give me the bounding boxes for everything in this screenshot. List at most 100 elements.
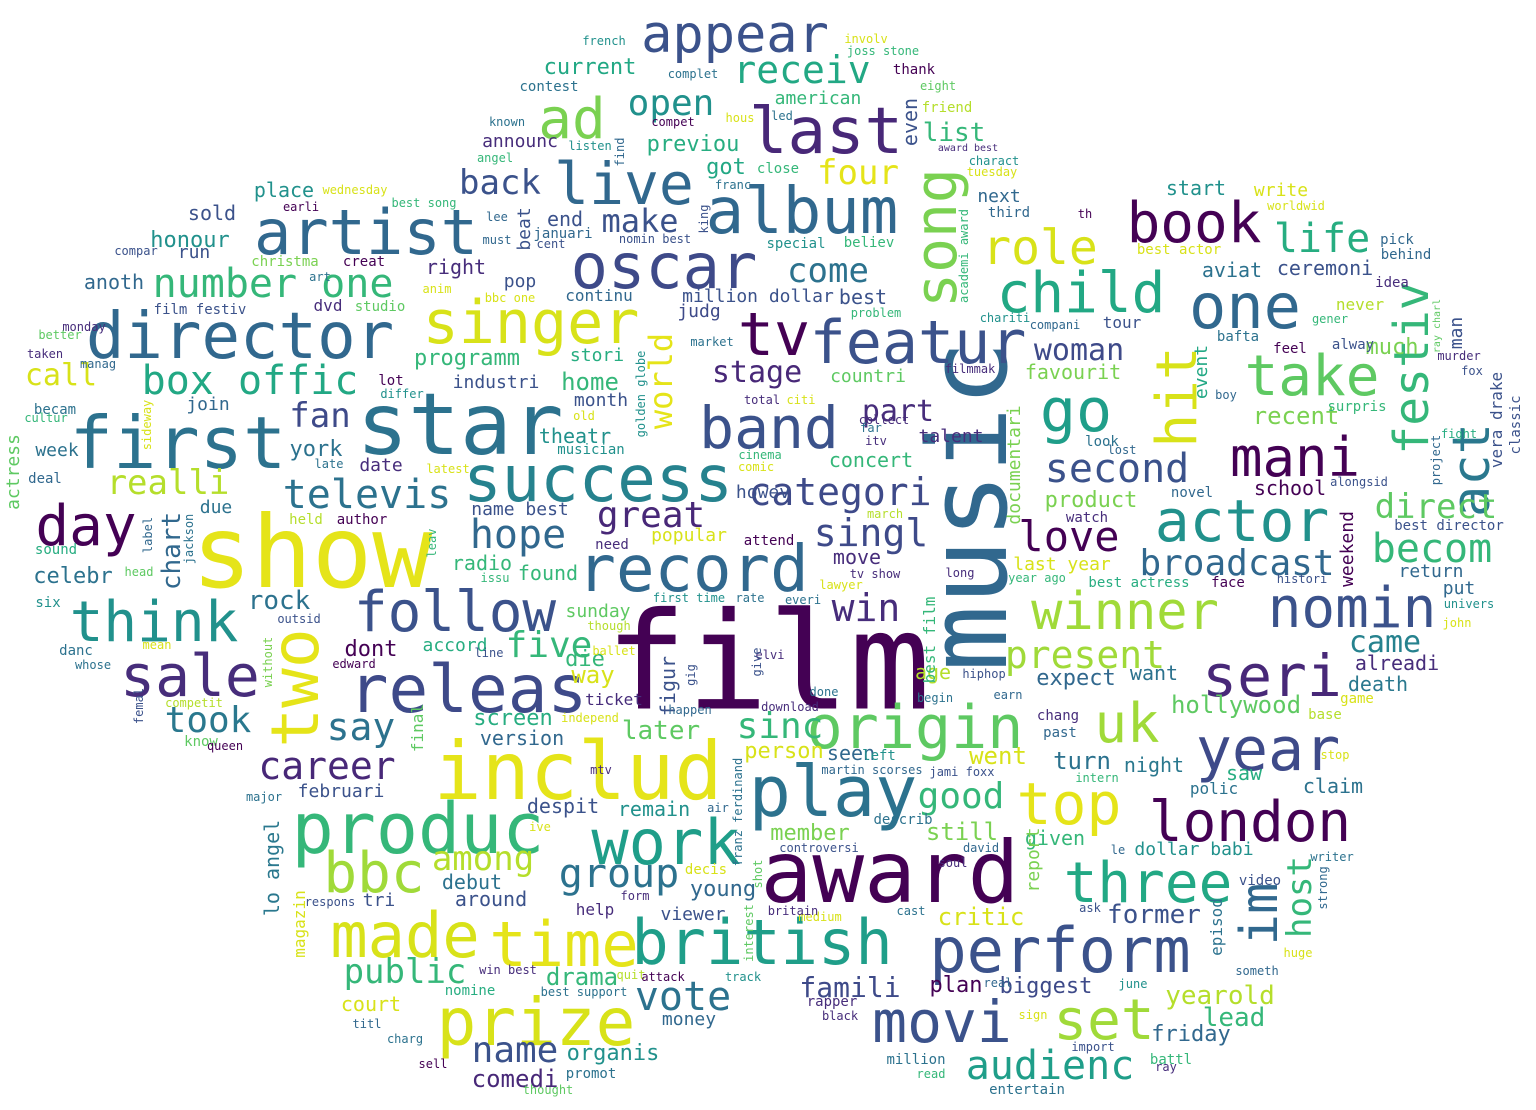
word: mtv [590, 763, 612, 777]
word: organis [566, 1041, 660, 1066]
word: sideway [140, 399, 154, 451]
word: french [582, 34, 626, 48]
word: dont [344, 637, 398, 662]
word: lawyer [819, 578, 863, 592]
word: label [141, 516, 155, 554]
word: categori [748, 470, 932, 514]
word: best actress [1088, 575, 1190, 591]
word: realli [106, 463, 230, 503]
word: earli [282, 200, 320, 214]
word: even [898, 97, 922, 147]
word: shot [751, 859, 765, 889]
word: major [245, 790, 283, 804]
word: alway [1331, 337, 1375, 353]
word: current [543, 55, 637, 80]
word: past [1043, 725, 1077, 741]
word: independ [561, 711, 619, 725]
word: among [431, 839, 535, 879]
word: actress [3, 434, 24, 510]
word: give [750, 647, 764, 677]
word: edward [332, 657, 376, 671]
word: interest [742, 904, 756, 962]
word: time [489, 908, 639, 981]
word: open [627, 83, 715, 124]
word: issu [480, 571, 510, 585]
word: known [488, 115, 526, 129]
word: woman [1033, 333, 1125, 368]
word: think [69, 590, 239, 655]
word: januari [533, 226, 593, 242]
word: audienc [965, 1043, 1135, 1089]
word: pop [503, 271, 537, 292]
word: surpris [1327, 399, 1387, 415]
word: three [1063, 851, 1233, 916]
word: wednesday [322, 183, 388, 197]
word: download [761, 700, 819, 714]
word: million dollar [682, 286, 834, 307]
word: career [258, 744, 396, 788]
word: outsid [277, 612, 321, 626]
word: old [573, 409, 595, 423]
word: june [1118, 977, 1148, 991]
word: play [748, 751, 918, 833]
word: put [1442, 578, 1476, 599]
word: must [482, 233, 512, 247]
word: nomine [444, 983, 496, 999]
word: differ [380, 387, 424, 401]
word: year ago [1008, 571, 1066, 585]
word: young [689, 877, 757, 902]
word: attend [743, 533, 795, 549]
word: deal [28, 471, 62, 487]
word: much [1365, 335, 1419, 360]
word: describ [873, 812, 933, 828]
word: die [565, 647, 605, 672]
word: without [261, 636, 275, 688]
word: industri [452, 372, 540, 393]
word: final [408, 703, 427, 753]
word: third [987, 205, 1031, 221]
word: bafta [1216, 329, 1260, 345]
word: show [191, 494, 433, 611]
word: take [1244, 344, 1380, 409]
word: comic [737, 460, 775, 474]
word: david [962, 841, 1000, 855]
word: man [1446, 316, 1467, 350]
word: want [1129, 661, 1179, 685]
word: next [977, 186, 1021, 207]
word: took [164, 700, 252, 741]
word: honour [150, 228, 230, 253]
word: led [771, 109, 793, 123]
word: alongsid [1330, 475, 1388, 489]
word: ask [1079, 901, 1101, 915]
word: last year [1013, 554, 1111, 575]
word: went [969, 742, 1027, 770]
word: art [309, 270, 331, 284]
word: itv [865, 434, 887, 448]
word: televis [282, 472, 452, 518]
word: prize [436, 984, 636, 1061]
word: bbc one [484, 291, 536, 305]
word: fox [1461, 364, 1483, 378]
word: join [186, 394, 230, 415]
word: friday [1151, 1022, 1231, 1047]
word: ballet [592, 644, 636, 658]
word: band [699, 394, 839, 462]
word: queen [206, 739, 244, 753]
word: face [1211, 575, 1245, 591]
word: competit [165, 696, 223, 710]
word: line [474, 646, 504, 660]
word: find [613, 137, 627, 167]
word: programm [414, 346, 520, 371]
word: involv [844, 32, 888, 46]
word: due [199, 497, 233, 518]
word: countri [830, 366, 906, 387]
word: lost [1107, 443, 1137, 457]
word: got [706, 155, 746, 180]
word: tri [362, 890, 396, 911]
word: money [661, 1009, 717, 1030]
word: previou [646, 132, 740, 157]
word: festiv [1384, 281, 1440, 455]
word: taken [26, 347, 64, 361]
word: gener [1311, 312, 1349, 326]
word: know [184, 734, 218, 750]
